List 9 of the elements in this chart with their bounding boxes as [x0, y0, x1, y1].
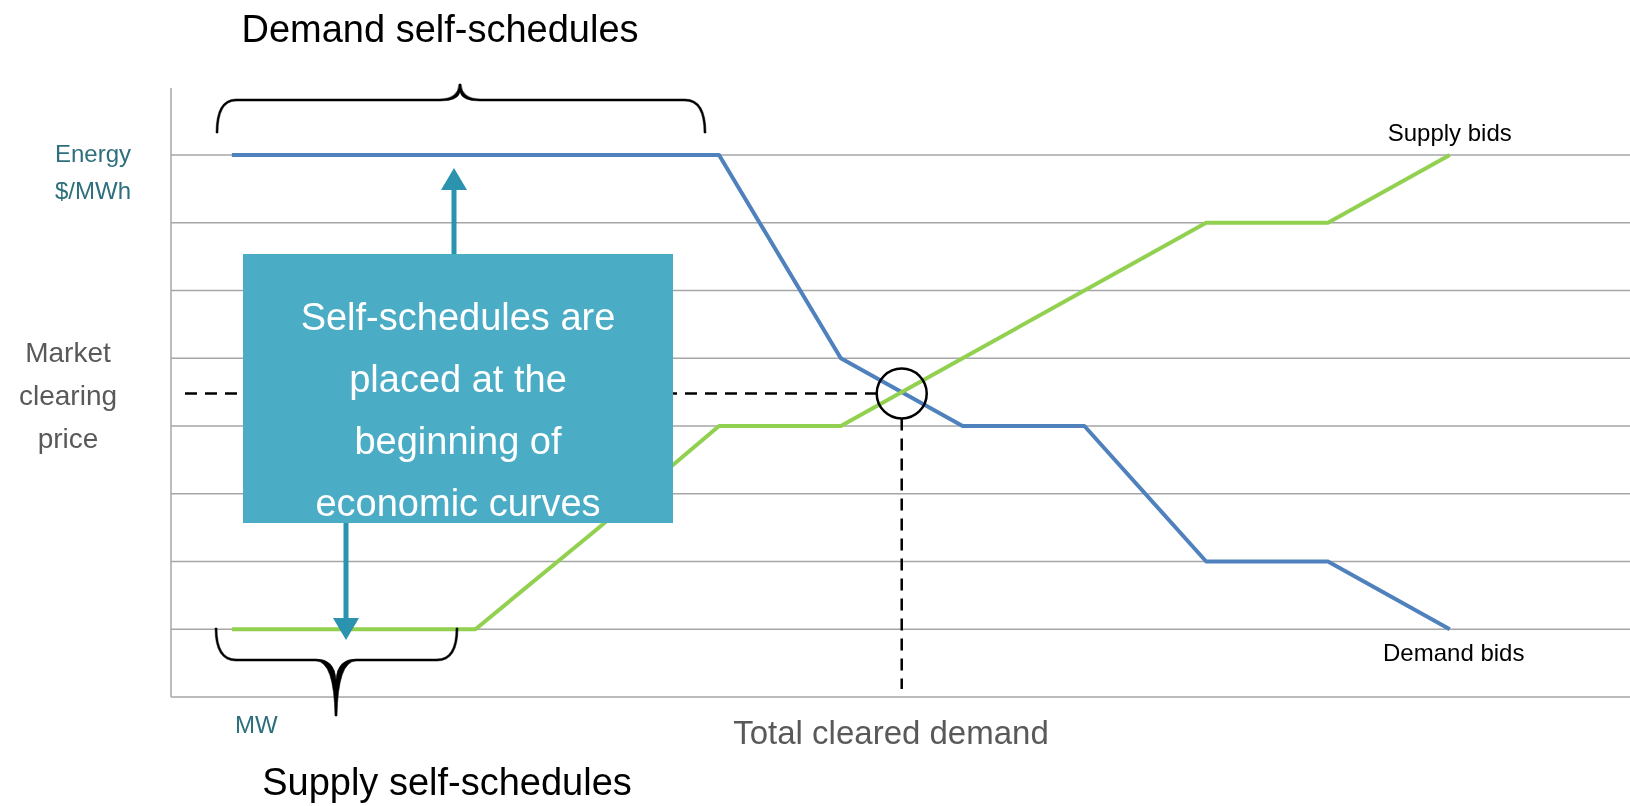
y-axis-title: Energy $/MWh [55, 140, 132, 204]
text: Total cleared demand [733, 714, 1049, 751]
text: Supply self-schedules [262, 761, 632, 803]
series-label: Demand bids [1383, 639, 1525, 667]
ref-line-label: Market clearing price [18, 337, 118, 455]
text: Demand self-schedules [241, 8, 639, 50]
annotation: Self-schedules are placed at the beginning of economic curves [300, 296, 616, 524]
x-axis-title: MW [235, 711, 278, 738]
series-label: Supply bids [1387, 119, 1512, 146]
